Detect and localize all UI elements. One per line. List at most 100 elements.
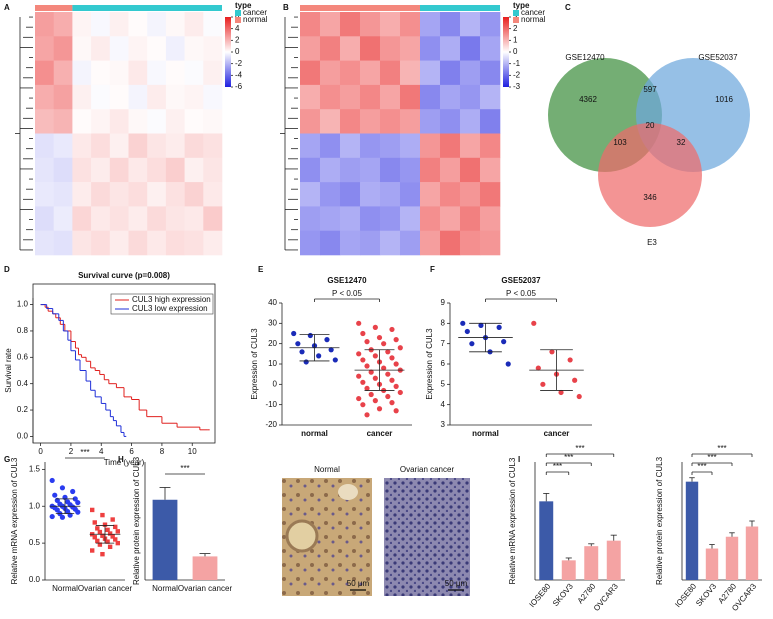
data-point [97,529,103,535]
data-point [328,347,334,353]
y-tick-label: 6 [441,359,446,368]
heatmap-cell [203,182,223,207]
y-tick-label: 5 [441,379,446,388]
heatmap-cell [165,36,185,61]
heatmap-cell [400,157,421,183]
heatmap-cell [340,157,361,183]
heatmap-cell [91,230,111,256]
colorbar [503,17,509,87]
colorbar-label: -2 [235,59,243,68]
colorbar-label: -1 [513,59,521,68]
heatmap-cell [440,84,461,110]
x-tick-label: SKOV3 [694,581,718,608]
data-point [397,389,403,396]
heatmap-cell [72,36,92,61]
heatmap-cell [53,157,73,183]
column-annotation [72,5,223,11]
data-point [295,341,301,347]
data-point [376,406,383,412]
x-tick-label: Ovarian cancer [178,584,233,593]
heatmap-cell [360,84,381,110]
heatmap-cell [109,60,129,86]
heatmap-cell [128,84,148,110]
heatmap-cell [380,60,401,86]
panel-letter: C [565,3,571,12]
data-point [95,538,100,544]
heatmap-cell [460,12,481,37]
data-point [102,522,108,527]
heatmap-cell [440,133,461,159]
heatmap-cell [72,206,92,231]
heatmap-cell [360,36,381,61]
significance-label: *** [717,444,726,453]
x-tick-label: SKOV3 [551,581,575,608]
panel-letter: G [4,455,10,464]
y-tick-label: 0.0 [29,575,41,584]
data-point [381,341,387,347]
heatmap-cell [165,109,185,134]
heatmap-cell [184,182,204,207]
heatmap-cell [109,109,129,134]
data-point [49,513,55,520]
heatmap-cell [35,36,54,61]
data-point [372,398,378,404]
colorbar-label: 1 [513,35,518,44]
heatmap-cell [460,157,481,183]
heatmap-cell [320,157,341,183]
colorbar-label: 3 [513,12,518,21]
data-point [389,326,395,333]
data-point [389,377,395,383]
heatmap-cell [128,206,148,231]
heatmap-cell [184,109,204,134]
heatmap-cell [184,36,204,61]
data-point [107,544,113,550]
data-point [107,531,113,536]
data-point [105,527,110,533]
venn-count: 20 [646,121,655,130]
data-point [299,349,305,355]
data-point [368,369,374,375]
heatmap-cell [340,36,361,61]
data-point [505,361,511,367]
heatmap-cell [320,36,341,61]
data-point [385,371,391,377]
heatmap-cell [53,109,73,134]
y-tick-label: 0.5 [29,538,41,547]
heatmap-cell [340,182,361,207]
significance-label: *** [707,453,716,462]
y-tick-label: 0.8 [17,326,29,335]
venn-set [598,123,702,227]
bar [606,540,621,580]
data-point [115,540,120,546]
heatmap-cell [460,230,481,256]
panel-letter: B [283,3,289,12]
heatmap-cell [480,182,501,207]
data-point [381,365,387,371]
y-axis-label: Relative protein expression of CUL3 [655,456,664,585]
heatmap-cell [53,133,73,159]
heatmap-cell [203,230,223,256]
significance-label: *** [697,462,706,471]
data-point [364,363,370,369]
heatmap-cell [440,182,461,207]
heatmap-cell [147,109,167,134]
data-point [324,337,330,343]
heatmap-cell [300,206,321,231]
heatmap-cell [320,84,341,110]
data-point [54,507,60,513]
heatmap-cell [380,12,401,37]
heatmap-cell [53,230,73,256]
y-tick-label: 10 [268,359,277,368]
significance-label: *** [553,462,562,471]
heatmap-cell [380,230,401,256]
data-point [92,520,97,525]
data-point [113,524,118,530]
data-point [372,375,378,381]
x-tick-label: 2 [69,447,74,456]
heatmap-cell [420,84,441,110]
data-point [393,337,399,343]
colorbar-label: 2 [235,35,240,44]
data-point [100,512,105,518]
y-axis-label: Expression of CUL3 [425,328,434,400]
